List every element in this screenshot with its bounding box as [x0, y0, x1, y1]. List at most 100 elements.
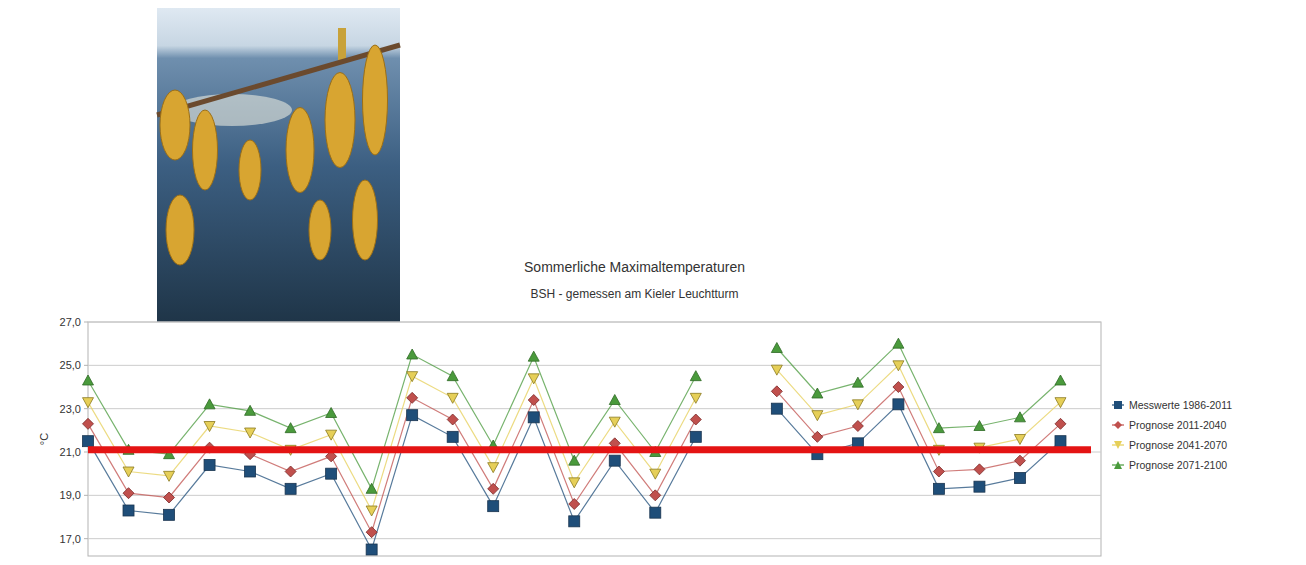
- series-markers: [83, 338, 1066, 493]
- marker: [771, 386, 782, 397]
- legend-marker: [1114, 461, 1122, 469]
- marker: [245, 466, 256, 477]
- photo-kelp: [353, 180, 378, 260]
- marker: [528, 351, 539, 361]
- marker: [569, 516, 580, 527]
- plot-frame: [88, 322, 1101, 556]
- tick-mark: [84, 495, 88, 496]
- tick-mark: [84, 322, 88, 323]
- marker: [164, 492, 175, 503]
- marker: [974, 481, 985, 492]
- marker: [407, 410, 418, 421]
- grid-line: [88, 365, 1101, 366]
- legend: Messwerte 1986-2011 Prognose 2011-2040 Pro…: [1112, 399, 1232, 471]
- marker: [893, 361, 904, 371]
- photo-buoy: [338, 28, 346, 60]
- marker: [83, 436, 94, 447]
- photo-kelp: [160, 90, 190, 160]
- series-markers: [83, 361, 1066, 516]
- marker: [974, 421, 985, 431]
- marker: [326, 430, 337, 440]
- legend-marker: [1114, 401, 1122, 409]
- marker: [488, 501, 499, 512]
- title: Sommerliche Maximaltemperaturen: [524, 259, 745, 275]
- photo-kelp: [193, 110, 218, 190]
- marker: [528, 374, 539, 384]
- marker: [812, 431, 823, 442]
- grid-line: [88, 495, 1101, 496]
- chart: Sommerliche Maximaltemperaturen BSH - gem…: [0, 0, 1306, 565]
- marker: [285, 466, 296, 477]
- marker: [771, 365, 782, 375]
- series-line: [88, 404, 1060, 549]
- photo-kelp: [166, 195, 194, 265]
- marker: [528, 395, 539, 406]
- marker: [650, 490, 661, 501]
- marker: [650, 507, 661, 518]
- marker: [204, 422, 215, 432]
- photo: [157, 8, 400, 322]
- marker: [123, 505, 134, 516]
- marker: [690, 371, 701, 381]
- marker: [1014, 435, 1025, 445]
- marker: [366, 527, 377, 538]
- marker: [366, 544, 377, 555]
- marker: [609, 417, 620, 427]
- marker: [528, 412, 539, 423]
- series-line: [88, 365, 1060, 510]
- tick-label: 23,0: [60, 403, 81, 415]
- tick-label: 17,0: [60, 533, 81, 545]
- marker: [1014, 412, 1025, 422]
- marker: [852, 421, 863, 432]
- series-markers: [83, 382, 1066, 538]
- photo-kelp: [325, 73, 355, 168]
- tick-mark: [84, 538, 88, 539]
- grid-line: [88, 538, 1101, 539]
- marker: [488, 483, 499, 494]
- tick-label: 25,0: [60, 359, 81, 371]
- marker: [933, 466, 944, 477]
- marker: [1055, 436, 1066, 447]
- marker: [569, 455, 580, 465]
- marker: [893, 382, 904, 393]
- legend-marker: [1114, 441, 1122, 449]
- marker: [852, 400, 863, 410]
- legend-symbol: [1114, 401, 1122, 409]
- tick-label: 19,0: [60, 489, 81, 501]
- marker: [366, 506, 377, 516]
- legend-label: Prognose 2011-2040: [1129, 419, 1226, 431]
- marker: [83, 375, 94, 385]
- legend-symbol: [1114, 461, 1122, 469]
- marker: [366, 483, 377, 493]
- marker: [83, 418, 94, 429]
- tick-label: 21,0: [60, 446, 81, 458]
- marker: [447, 393, 458, 403]
- marker: [245, 405, 256, 415]
- marker: [1055, 398, 1066, 408]
- tick-label: 27,0: [60, 316, 81, 328]
- plot-area: [83, 338, 1092, 555]
- marker: [1055, 418, 1066, 429]
- marker: [690, 393, 701, 403]
- marker: [609, 455, 620, 466]
- marker: [771, 343, 782, 353]
- marker: [123, 467, 134, 477]
- marker: [893, 399, 904, 410]
- marker: [407, 349, 418, 359]
- marker: [447, 414, 458, 425]
- legend-label: Messwerte 1986-2011: [1129, 399, 1232, 411]
- marker: [812, 388, 823, 398]
- tick-mark: [84, 452, 88, 453]
- marker: [933, 423, 944, 433]
- marker: [285, 483, 296, 494]
- photo-kelp: [286, 108, 314, 193]
- photo-background: [157, 8, 400, 322]
- legend-label: Prognose 2071-2100: [1129, 459, 1227, 471]
- marker: [164, 509, 175, 520]
- marker: [893, 338, 904, 348]
- legend-label: Prognose 2041-2070: [1129, 439, 1227, 451]
- marker: [83, 398, 94, 408]
- series-markers: [83, 399, 1066, 555]
- marker: [690, 431, 701, 442]
- subtitle: BSH - gemessen am Kieler Leuchtturm: [530, 287, 738, 301]
